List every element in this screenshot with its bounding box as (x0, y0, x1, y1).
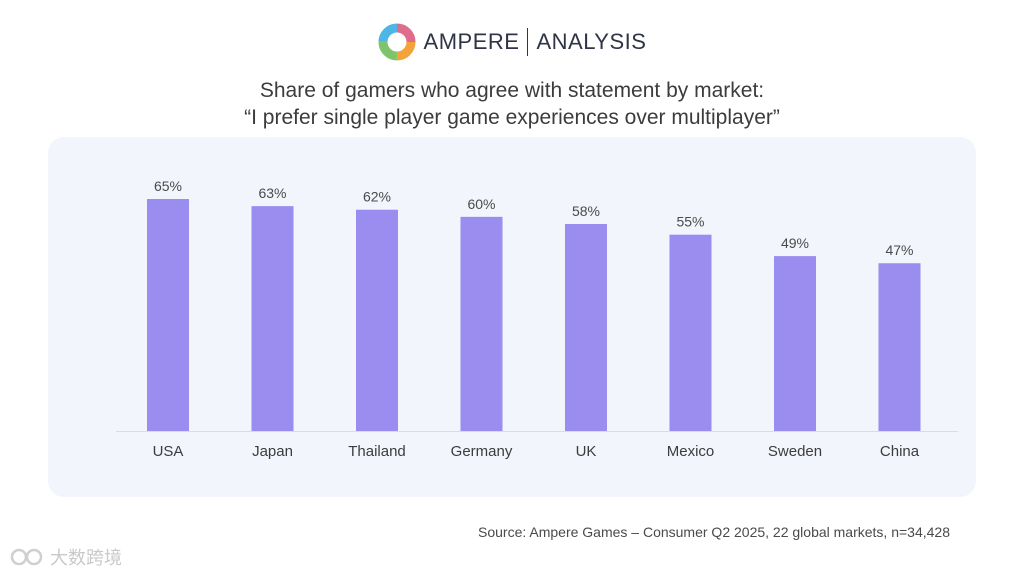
category-label-china: China (880, 443, 920, 460)
category-label-usa: USA (153, 443, 184, 460)
chart-title-line-2: “I prefer single player game experiences… (244, 106, 780, 129)
watermark-logo-icon (10, 548, 43, 566)
value-label-mexico: 55% (676, 214, 704, 230)
value-label-china: 47% (885, 242, 913, 258)
source-note: Source: Ampere Games – Consumer Q2 2025,… (478, 524, 950, 540)
value-label-usa: 65% (154, 178, 182, 194)
bar-chart: 65% USA 63% Japan 62% Thailand 60% Germany 58% UK… (116, 178, 958, 460)
value-label-germany: 60% (467, 196, 495, 212)
bar-usa (147, 199, 189, 431)
chart-panel: 65% USA 63% Japan 62% Thailand 60% Germany 58% UK… (48, 137, 976, 497)
chart-title-line-1: Share of gamers who agree with statement… (259, 79, 765, 102)
ampere-logo-icon (378, 23, 416, 61)
bar-china (878, 263, 921, 431)
category-label-germany: Germany (451, 443, 513, 460)
logo-separator (527, 28, 529, 56)
bar-thailand (356, 209, 398, 431)
bar-germany (460, 216, 503, 431)
category-label-mexico: Mexico (667, 443, 715, 460)
category-label-japan: Japan (252, 443, 293, 460)
value-label-uk: 58% (572, 203, 600, 219)
logo-sub-text: ANALYSIS (536, 29, 647, 54)
value-label-thailand: 62% (363, 189, 391, 205)
ampere-logo: AMPERE ANALYSIS (0, 20, 1024, 64)
category-label-thailand: Thailand (348, 443, 406, 460)
category-label-uk: UK (576, 443, 597, 460)
bar-mexico (669, 234, 712, 431)
value-label-sweden: 49% (781, 235, 809, 251)
watermark: 大数跨境 (10, 544, 122, 570)
value-label-japan: 63% (258, 185, 286, 201)
chart-title: Share of gamers who agree with statement… (0, 77, 1024, 131)
bar-sweden (774, 256, 816, 431)
logo-brand-text: AMPERE (423, 29, 520, 54)
watermark-text: 大数跨境 (50, 548, 122, 568)
category-label-sweden: Sweden (768, 443, 822, 460)
bar-japan (251, 206, 294, 431)
bar-uk (565, 223, 607, 431)
